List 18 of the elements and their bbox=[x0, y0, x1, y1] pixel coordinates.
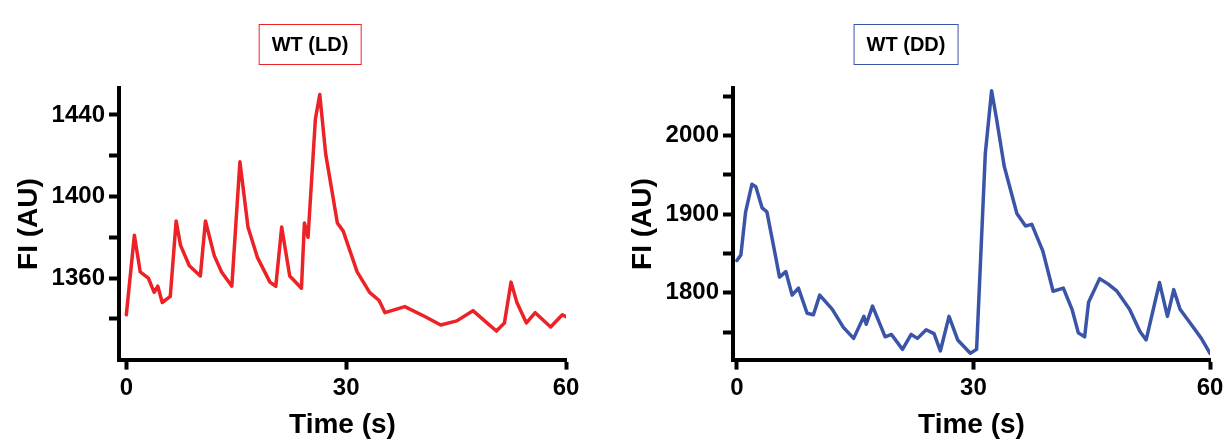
x-axis-title: Time (s) bbox=[918, 407, 1025, 439]
chart-title: WT (LD) bbox=[258, 24, 362, 65]
x-tick-label: 30 bbox=[960, 372, 987, 400]
x-tick-label: 0 bbox=[119, 372, 133, 400]
x-tick-label: 60 bbox=[1196, 372, 1224, 400]
y-tick-label: 1800 bbox=[665, 277, 719, 305]
y-axis-title: FI (AU) bbox=[625, 178, 657, 270]
y-tick-label: 1900 bbox=[665, 198, 719, 226]
x-tick-label: 60 bbox=[552, 372, 580, 400]
y-tick-label: 2000 bbox=[665, 120, 719, 148]
y-tick-label: 1400 bbox=[51, 181, 105, 209]
y-axis-title: FI (AU) bbox=[11, 178, 43, 270]
x-axis-title: Time (s) bbox=[289, 407, 396, 439]
y-tick-label: 1440 bbox=[51, 99, 105, 127]
x-tick-label: 0 bbox=[730, 372, 744, 400]
x-tick-label: 30 bbox=[332, 372, 360, 400]
chart-title: WT (DD) bbox=[853, 24, 959, 65]
y-tick-label: 1360 bbox=[51, 262, 105, 290]
